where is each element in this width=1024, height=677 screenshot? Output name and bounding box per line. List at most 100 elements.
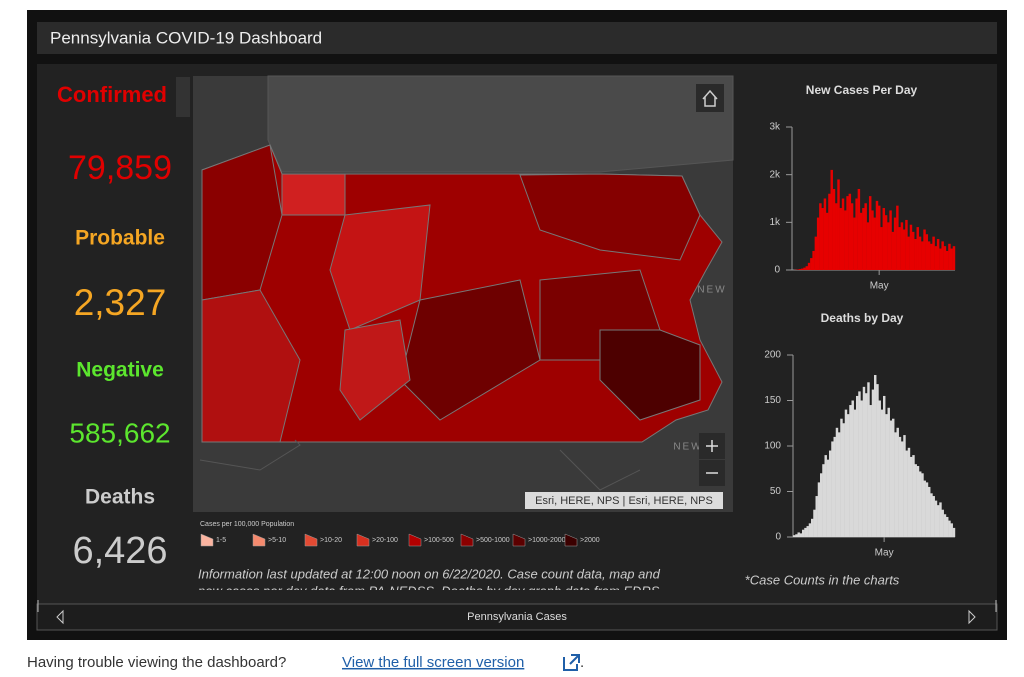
bar [898, 436, 902, 537]
bar [923, 480, 926, 537]
next-arrow[interactable] [968, 609, 976, 625]
attribution-bg [525, 492, 723, 509]
legend-swatch [200, 533, 214, 547]
footer-link[interactable]: View the full screen version [342, 654, 524, 671]
bar [945, 250, 949, 270]
bar [866, 222, 870, 270]
bar [876, 384, 879, 537]
y-tick-label: 1k [769, 217, 781, 228]
bar [799, 533, 803, 537]
bar [840, 418, 843, 537]
bar [844, 210, 847, 270]
bar [887, 407, 890, 537]
bar [891, 231, 895, 270]
home-button[interactable] [696, 84, 724, 112]
map[interactable]: NEW NEW Esri, HERE, NPS | Esri, HERE, NP… [193, 75, 734, 512]
legend-swatch [304, 533, 318, 547]
bar [811, 518, 814, 537]
stat-value: 6,426 [72, 530, 167, 572]
bar [853, 217, 856, 270]
scroll-buttons[interactable] [176, 77, 190, 117]
bar [822, 464, 825, 537]
tab-bar [36, 603, 998, 631]
bar [865, 393, 868, 537]
bar [856, 395, 859, 537]
bar [828, 193, 831, 270]
legend: Cases per 100,000 Population 1-5 >5-10 >10… [200, 521, 600, 547]
bar [930, 243, 933, 270]
bar [851, 400, 854, 537]
bar [941, 509, 944, 537]
bar [871, 210, 874, 270]
footer-text: Having trouble viewing the dashboard? [27, 654, 286, 671]
bar [829, 450, 832, 537]
bar [928, 486, 931, 537]
bar [885, 414, 888, 537]
legend-label: 1-5 [216, 537, 226, 544]
bar [943, 514, 947, 537]
stat-label: Deaths [85, 486, 155, 509]
bar [912, 455, 915, 537]
bar [842, 423, 845, 537]
legend-swatch [512, 533, 526, 547]
bar [821, 208, 824, 270]
bar [810, 258, 813, 270]
prev-arrow[interactable] [56, 609, 64, 625]
bar [874, 375, 877, 537]
bar [826, 459, 830, 537]
bar [812, 250, 815, 270]
bar [889, 210, 892, 270]
bar [875, 200, 879, 270]
bar [896, 427, 899, 537]
bar [950, 248, 953, 270]
bar [813, 509, 816, 537]
legend-swatch [408, 533, 422, 547]
bar [900, 222, 904, 270]
legend-label: >100-500 [424, 537, 454, 544]
chart-title: Deaths by Day [821, 311, 904, 325]
bar [804, 527, 807, 537]
stat-label: Probable [75, 227, 165, 250]
bar [918, 236, 922, 270]
bar [883, 395, 886, 537]
bar [862, 386, 866, 537]
bar [925, 234, 929, 270]
bar [937, 505, 940, 537]
bar [952, 527, 956, 537]
legend-label: >2000 [580, 537, 600, 544]
bar [819, 203, 822, 270]
bar [887, 222, 890, 270]
bar [849, 405, 852, 537]
bar [837, 179, 840, 270]
bar [941, 241, 944, 270]
y-tick-label: 100 [764, 441, 781, 452]
bar [839, 208, 843, 270]
bar [880, 409, 884, 537]
y-tick-label: 3k [769, 122, 781, 133]
external-icon[interactable] [563, 654, 580, 671]
bar [952, 246, 956, 270]
bar [846, 196, 849, 270]
bar [882, 208, 886, 270]
tab-label[interactable]: Pennsylvania Cases [467, 611, 567, 623]
bar [853, 409, 857, 537]
legend-label: >5-10 [268, 537, 286, 544]
bar [801, 268, 804, 270]
y-tick-label: 150 [764, 395, 781, 406]
bar [867, 382, 870, 537]
bar [878, 205, 881, 270]
bar [914, 464, 917, 537]
bar [862, 208, 865, 270]
bar [946, 516, 949, 537]
bar [795, 534, 798, 537]
y-tick-label: 0 [774, 265, 780, 276]
y-tick-label: 50 [770, 486, 782, 497]
bar [892, 418, 895, 537]
bar [797, 532, 800, 537]
map-label: NEW [673, 442, 702, 453]
tab-edge [37, 600, 997, 612]
bar [823, 198, 827, 270]
bar [850, 203, 854, 270]
bar [905, 219, 908, 270]
